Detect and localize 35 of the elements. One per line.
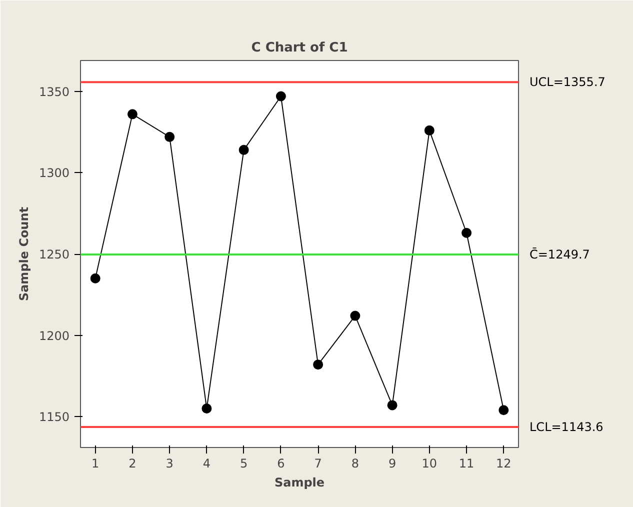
point — [313, 360, 324, 370]
y-tick-label: 1150 — [38, 410, 70, 424]
point — [462, 228, 472, 238]
x-tick-label: 6 — [277, 456, 285, 470]
y-tick-label: 1350 — [38, 84, 70, 99]
x-tick-label: 11 — [458, 456, 474, 470]
point — [238, 144, 249, 155]
point — [424, 125, 434, 136]
point — [164, 132, 175, 142]
x-tick-label: 4 — [202, 456, 211, 470]
y-axis-title: Sample Count — [16, 206, 31, 302]
x-tick-label: 12 — [496, 456, 512, 470]
x-axis-title: Sample — [274, 476, 325, 490]
x-tick-label: 7 — [314, 456, 322, 470]
x-tick-label: 9 — [388, 456, 396, 470]
point — [350, 310, 360, 321]
ref-line-label: LCL=1143.6 — [530, 420, 604, 434]
y-tick-label: 1200 — [38, 328, 70, 343]
y-tick-label: 1300 — [38, 166, 70, 180]
point — [202, 403, 212, 414]
x-tick-label: 2 — [128, 456, 136, 470]
x-tick-label: 5 — [240, 456, 248, 470]
point — [276, 91, 286, 102]
ref-line-label: UCL=1355.7 — [530, 75, 606, 90]
ref-line-label: C̄=1249.7 — [530, 247, 590, 262]
point — [127, 109, 138, 120]
chart-title: C Chart of C1 — [251, 40, 348, 56]
y-tick-label: 1250 — [38, 248, 70, 262]
x-tick-label: 1 — [92, 456, 100, 470]
x-tick-label: 10 — [422, 456, 438, 470]
point — [498, 405, 509, 416]
x-tick-label: 8 — [351, 456, 359, 470]
point — [90, 273, 100, 284]
x-tick-label: 3 — [166, 456, 174, 470]
point — [387, 400, 398, 410]
